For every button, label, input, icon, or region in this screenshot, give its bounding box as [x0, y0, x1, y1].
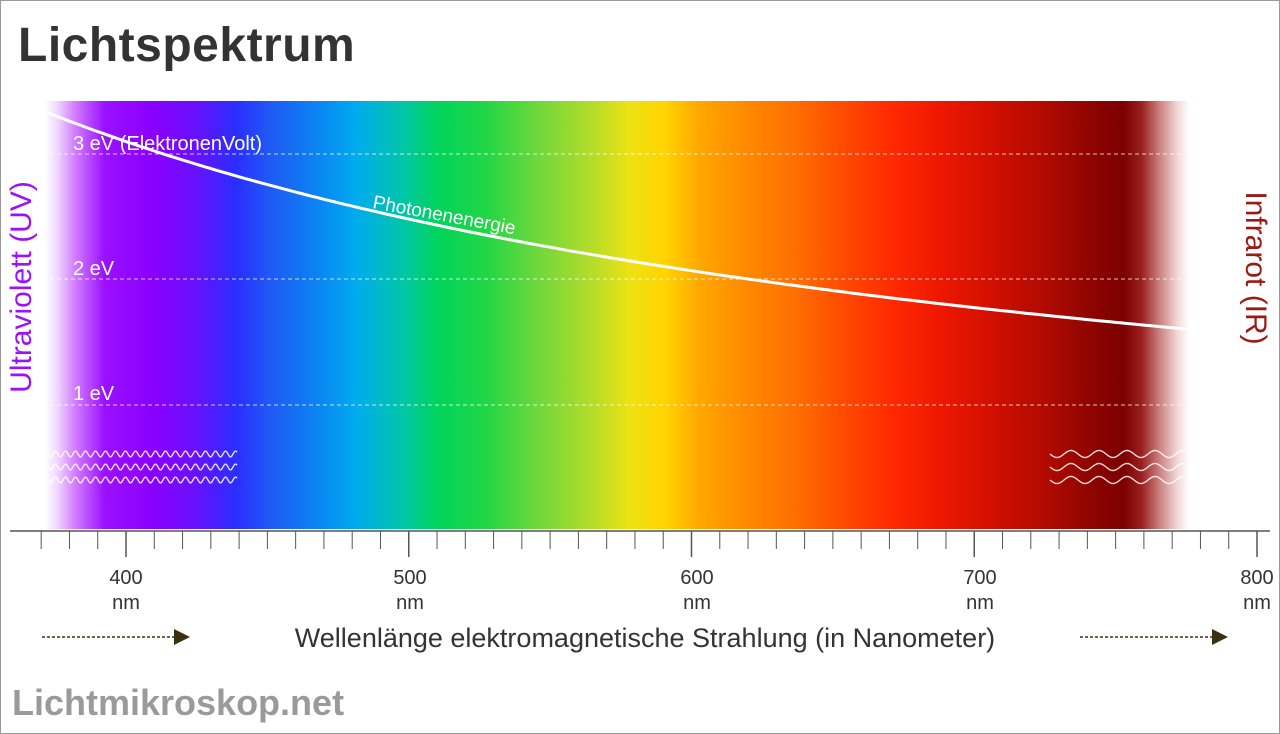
tick-label-600: 600 — [680, 567, 713, 589]
tick-unit-700: nm — [966, 592, 994, 614]
site-logo-text: Lichtmikroskop.net — [12, 682, 345, 723]
arrow-right-icon — [1080, 629, 1228, 645]
page-title: Lichtspektrum — [18, 19, 356, 72]
photon-energy-curve — [46, 111, 1229, 335]
tick-label-700: 700 — [963, 567, 996, 589]
short-wave-icon — [47, 450, 238, 484]
wavelength-ticks — [40, 531, 1258, 557]
energy-label-3ev: 3 eV (ElektronenVolt) — [73, 133, 262, 155]
axis-title: Wellenlänge elektromagnetische Strahlung… — [295, 623, 995, 653]
tick-unit-500: nm — [396, 592, 424, 614]
tick-unit-800: nm — [1243, 592, 1271, 614]
photon-energy-label: Photonenenergie — [371, 192, 517, 239]
arrow-right-icon — [42, 629, 190, 645]
tick-label-500: 500 — [393, 567, 426, 589]
energy-label-1ev: 1 eV — [73, 383, 115, 405]
tick-label-400: 400 — [109, 567, 142, 589]
energy-label-2ev: 2 eV — [73, 258, 115, 280]
tick-unit-600: nm — [683, 592, 711, 614]
tick-label-800: 800 — [1240, 567, 1273, 589]
tick-unit-400: nm — [112, 592, 140, 614]
long-wave-icon — [1049, 449, 1234, 485]
